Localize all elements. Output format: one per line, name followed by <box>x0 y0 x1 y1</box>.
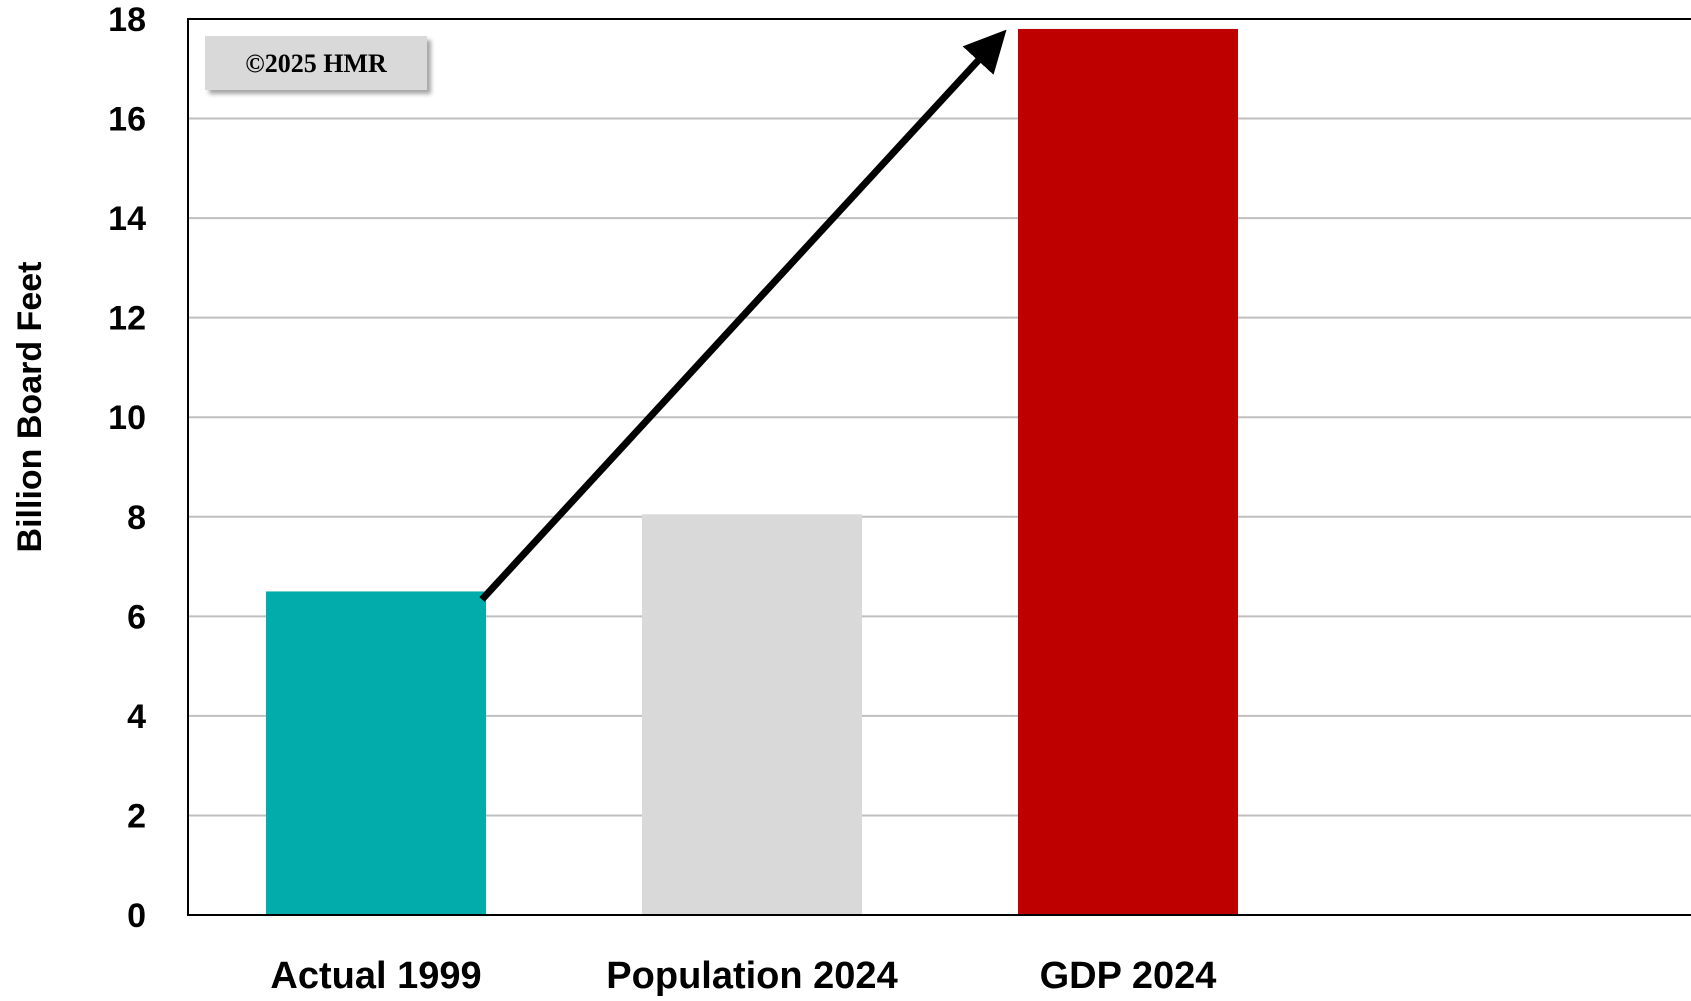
y-tick-label: 4 <box>127 698 146 736</box>
y-tick-label: 2 <box>127 797 146 835</box>
y-tick-label: 8 <box>127 499 146 537</box>
x-category-label: Actual 1999 <box>270 955 481 997</box>
bar-gdp-2024 <box>1018 28 1238 915</box>
y-tick-label: 12 <box>108 300 146 338</box>
trend-arrow <box>479 29 1007 602</box>
bars <box>266 28 1238 915</box>
plot-area-frame <box>187 18 1691 916</box>
y-axis-title: Billion Board Feet <box>11 262 49 553</box>
x-category-label: GDP 2024 <box>1040 955 1217 997</box>
bar-population-2024 <box>642 514 862 915</box>
y-tick-label: 14 <box>108 200 146 238</box>
x-category-label: Population 2024 <box>606 955 897 997</box>
bar-actual-1999 <box>266 591 486 915</box>
y-axis-ticks: 0 2 4 6 8 10 12 14 16 18 <box>108 1 146 935</box>
x-axis-labels: Actual 1999 Population 2024 GDP 2024 <box>270 955 1216 997</box>
y-tick-label: 6 <box>127 598 146 636</box>
y-tick-label: 16 <box>108 101 146 139</box>
copyright-text: ©2025 HMR <box>245 49 387 78</box>
y-tick-label: 0 <box>127 897 146 935</box>
y-tick-label: 18 <box>108 1 146 39</box>
copyright-box: ©2025 HMR <box>205 36 427 90</box>
y-tick-label: 10 <box>108 399 146 437</box>
